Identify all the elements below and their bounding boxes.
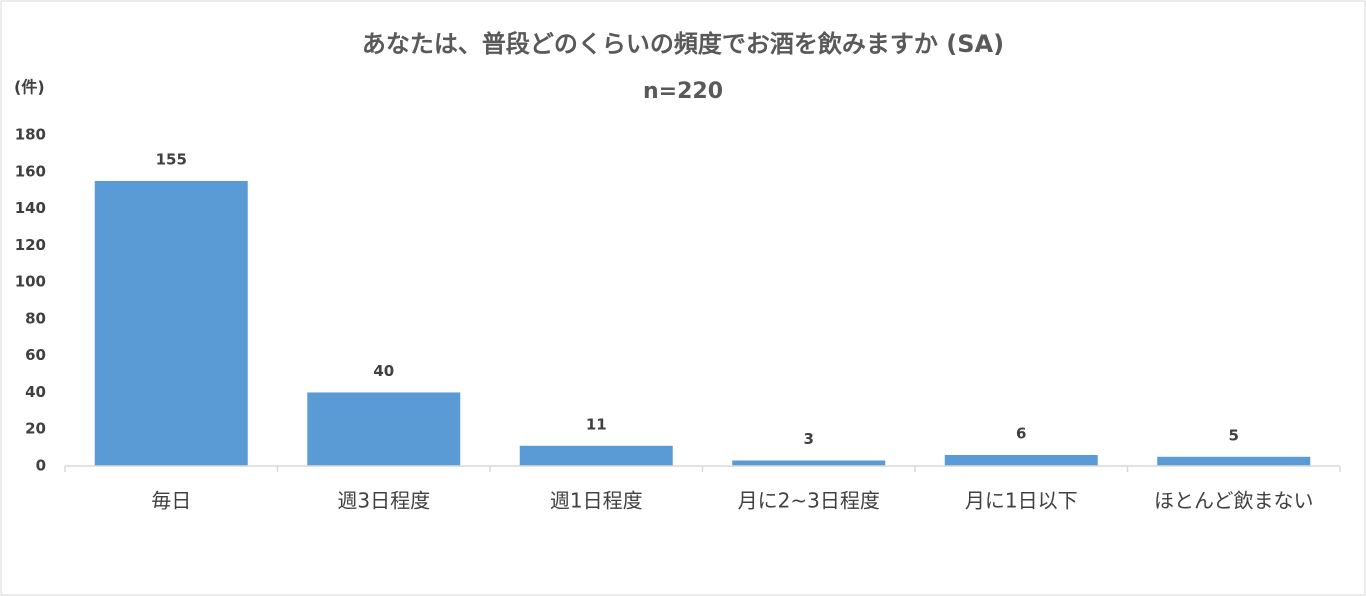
x-tick-label: 月に1日以下	[965, 489, 1078, 513]
bar	[307, 392, 461, 466]
x-tick-label: ほとんど飲まない	[1154, 489, 1313, 513]
data-label: 3	[804, 430, 814, 448]
bar	[1157, 456, 1311, 466]
data-label: 11	[586, 415, 607, 433]
y-tick-label: 100	[15, 273, 46, 291]
y-axis-label: (件)	[14, 78, 45, 97]
y-tick-label: 40	[25, 383, 46, 401]
data-label: 6	[1016, 424, 1026, 442]
data-label: 155	[156, 150, 187, 168]
bar	[519, 445, 673, 466]
x-tick-label: 週1日程度	[550, 489, 643, 513]
y-tick-label: 80	[25, 309, 46, 327]
data-label: 40	[373, 362, 394, 380]
bar	[732, 460, 886, 466]
x-tick-label: 毎日	[151, 489, 191, 513]
bar	[944, 454, 1098, 466]
y-tick-label: 20	[25, 420, 46, 438]
y-tick-label: 180	[15, 126, 46, 144]
chart-title: あなたは、普段どのくらいの頻度でお酒を飲みますか (SA)	[362, 30, 1004, 58]
x-tick-label: 月に2~3日程度	[738, 489, 880, 513]
y-tick-label: 160	[15, 162, 46, 180]
x-tick-label: 週3日程度	[337, 489, 430, 513]
data-label: 5	[1229, 426, 1239, 444]
y-tick-label: 0	[36, 457, 46, 475]
y-tick-label: 120	[15, 236, 46, 254]
y-tick-label: 140	[15, 199, 46, 217]
chart-subtitle: n=220	[643, 79, 723, 104]
bar	[94, 180, 248, 466]
y-tick-label: 60	[25, 346, 46, 364]
